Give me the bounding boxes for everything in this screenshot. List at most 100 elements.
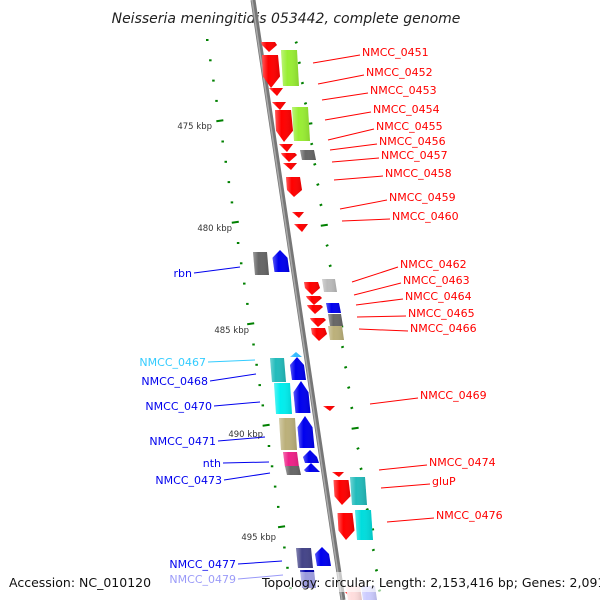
gene-box-shading bbox=[350, 477, 367, 505]
label-leader-line bbox=[223, 472, 271, 481]
gene-arrow-reverse-shading bbox=[269, 88, 283, 96]
label-leader-line bbox=[339, 199, 388, 210]
gene-label[interactable]: NMCC_0473 bbox=[155, 474, 222, 487]
gene-label[interactable]: NMCC_0454 bbox=[373, 103, 440, 116]
gene-arrow-reverse-shading bbox=[261, 42, 277, 52]
label-leader-line bbox=[358, 328, 409, 332]
gene-arrow-forward-shading bbox=[303, 450, 319, 463]
label-leader-line bbox=[331, 157, 380, 163]
gene-box-shading bbox=[279, 418, 297, 450]
gene-label[interactable]: NMCC_0469 bbox=[420, 389, 487, 402]
gene-arrow-reverse-shading bbox=[307, 305, 323, 314]
gene-box-shading bbox=[281, 50, 299, 86]
label-leader-line bbox=[193, 266, 241, 274]
gene-arrow-reverse-shading bbox=[332, 472, 344, 477]
scale-label: 475 kbp bbox=[177, 122, 212, 132]
scale-tick bbox=[340, 345, 345, 349]
gene-arrow-forward-shading bbox=[315, 547, 331, 566]
label-leader-line bbox=[369, 397, 419, 405]
label-leader-line bbox=[386, 517, 435, 523]
scale-label: 480 kbp bbox=[197, 224, 232, 234]
gene-box-shading bbox=[253, 252, 269, 275]
gene-box-shading bbox=[283, 452, 299, 467]
gene-arrow-reverse-shading bbox=[306, 296, 322, 305]
gene-label[interactable]: NMCC_0465 bbox=[408, 307, 475, 320]
gene-arrow-reverse-shading bbox=[275, 110, 293, 142]
gene-arrow-reverse-shading bbox=[333, 480, 351, 505]
gene-arrow-reverse-shading bbox=[304, 282, 320, 295]
gene-label[interactable]: NMCC_0452 bbox=[366, 66, 433, 79]
gene-label[interactable]: NMCC_0477 bbox=[169, 558, 236, 571]
gene-label[interactable]: NMCC_0474 bbox=[429, 456, 496, 469]
label-leader-line bbox=[222, 461, 270, 464]
gene-label[interactable]: nth bbox=[203, 457, 221, 470]
label-leader-line bbox=[317, 74, 365, 85]
scale-tick bbox=[356, 447, 360, 450]
scale-tick bbox=[294, 41, 298, 44]
gene-label[interactable]: NMCC_0453 bbox=[370, 84, 437, 97]
gene-label[interactable]: NMCC_0458 bbox=[385, 167, 452, 180]
gene-box-shading bbox=[326, 303, 341, 313]
gene-label[interactable]: NMCC_0467 bbox=[139, 356, 206, 369]
gene-label[interactable]: gluP bbox=[432, 475, 456, 488]
gene-arrow-reverse-shading bbox=[311, 328, 327, 341]
gene-label[interactable]: NMCC_0460 bbox=[392, 210, 459, 223]
scale-tick bbox=[297, 61, 301, 65]
label-leader-line bbox=[378, 464, 428, 471]
gene-label[interactable]: NMCC_0476 bbox=[436, 509, 503, 522]
gene-label[interactable]: NMCC_0468 bbox=[141, 375, 208, 388]
label-leader-line bbox=[324, 111, 372, 121]
gene-arrow-reverse-shading bbox=[283, 163, 297, 170]
label-leader-line bbox=[207, 359, 256, 363]
scale-ticks bbox=[206, 39, 382, 593]
footer-backdrop bbox=[0, 572, 600, 592]
gene-arrow-reverse-shading bbox=[286, 177, 302, 197]
gene-arrow-forward-shading bbox=[290, 357, 306, 380]
gene-arrow-forward-shading bbox=[272, 250, 290, 272]
scale-tick bbox=[316, 183, 320, 187]
scale-label: 495 kbp bbox=[241, 533, 276, 543]
gene-label[interactable]: NMCC_0451 bbox=[362, 46, 429, 59]
gene-label[interactable]: NMCC_0457 bbox=[381, 149, 448, 162]
label-leader-line bbox=[341, 218, 391, 222]
gene-label[interactable]: NMCC_0463 bbox=[403, 274, 470, 287]
gene-arrow-reverse-shading bbox=[262, 55, 280, 88]
map-title: Neisseria meningitidis 053442, complete … bbox=[112, 11, 461, 27]
scale-tick bbox=[313, 162, 317, 166]
scale-tick bbox=[328, 264, 332, 268]
scale-tick bbox=[262, 423, 270, 427]
scale-tick bbox=[247, 322, 255, 326]
gene-arrow-reverse-shading bbox=[337, 513, 355, 540]
gene-arrow-reverse-shading bbox=[292, 212, 304, 218]
gene-label[interactable]: NMCC_0459 bbox=[389, 191, 456, 204]
label-leader-line bbox=[380, 483, 431, 489]
gene-label[interactable]: NMCC_0455 bbox=[376, 120, 443, 133]
genome-summary-text: Topology: circular; Length: 2,153,416 bp… bbox=[261, 575, 600, 590]
gene-labels: NMCC_0451 NMCC_0452 NMCC_0453 NMCC_0454 NMCC… bbox=[139, 46, 502, 586]
genome-backbone bbox=[250, 0, 346, 600]
gene-arrow-reverse-shading bbox=[323, 406, 335, 411]
accession-text: Accession: NC_010120 bbox=[9, 575, 151, 590]
gene-label[interactable]: NMCC_0462 bbox=[400, 258, 467, 271]
scale-tick bbox=[320, 223, 328, 227]
gene-arrow-forward-shading bbox=[297, 416, 315, 448]
gene-arrow-forward-shading bbox=[304, 463, 320, 472]
gene-label[interactable]: rbn bbox=[174, 267, 193, 280]
gene-box-shading bbox=[296, 548, 313, 568]
gene-label[interactable]: NMCC_0456 bbox=[379, 135, 446, 148]
label-leader-line bbox=[312, 54, 361, 64]
gene-box-shading bbox=[285, 466, 301, 475]
gene-label[interactable]: NMCC_0471 bbox=[149, 435, 216, 448]
gene-label[interactable]: NMCC_0466 bbox=[410, 322, 477, 335]
gene-label[interactable]: NMCC_0464 bbox=[405, 290, 472, 303]
gene-arrow-reverse-shading bbox=[279, 144, 293, 152]
gene-box-shading bbox=[270, 358, 286, 382]
label-leader-line bbox=[209, 373, 257, 382]
gene-label[interactable]: NMCC_0470 bbox=[145, 400, 212, 413]
scale-tick bbox=[300, 81, 305, 85]
scale-tick bbox=[310, 142, 314, 146]
label-leader-line bbox=[333, 175, 384, 181]
scale-tick bbox=[343, 365, 348, 369]
gene-box-shading bbox=[292, 107, 310, 141]
